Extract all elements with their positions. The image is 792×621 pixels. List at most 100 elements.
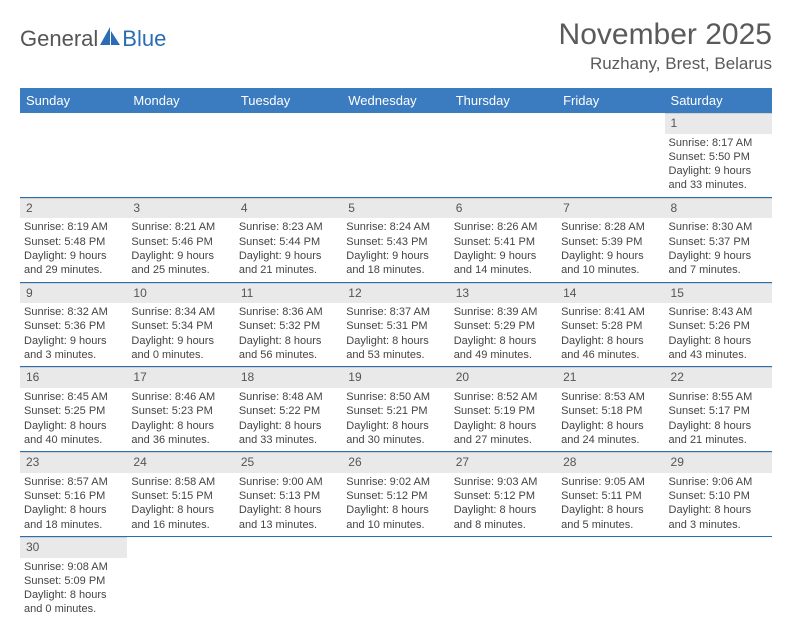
sunset-text: Sunset: 5:43 PM xyxy=(346,235,445,249)
calendar-cell xyxy=(342,113,449,197)
sunrise-text: Sunrise: 8:23 AM xyxy=(239,220,338,234)
day-number: 2 xyxy=(20,198,127,219)
calendar-cell xyxy=(127,536,234,620)
sunset-text: Sunset: 5:18 PM xyxy=(561,404,660,418)
calendar-cell: 19Sunrise: 8:50 AMSunset: 5:21 PMDayligh… xyxy=(342,367,449,452)
title-block: November 2025 Ruzhany, Brest, Belarus xyxy=(559,18,772,74)
daylight-text: Daylight: 9 hours and 29 minutes. xyxy=(24,249,123,278)
day-number: 8 xyxy=(665,198,772,219)
calendar-cell: 2Sunrise: 8:19 AMSunset: 5:48 PMDaylight… xyxy=(20,197,127,282)
calendar-cell: 25Sunrise: 9:00 AMSunset: 5:13 PMDayligh… xyxy=(235,452,342,537)
sunrise-text: Sunrise: 8:36 AM xyxy=(239,305,338,319)
sunset-text: Sunset: 5:31 PM xyxy=(346,319,445,333)
sunrise-text: Sunrise: 8:17 AM xyxy=(669,136,768,150)
daylight-text: Daylight: 8 hours and 43 minutes. xyxy=(669,334,768,363)
daylight-text: Daylight: 8 hours and 40 minutes. xyxy=(24,419,123,448)
weekday-header: Saturday xyxy=(665,88,772,113)
daylight-text: Daylight: 8 hours and 36 minutes. xyxy=(131,419,230,448)
calendar-cell xyxy=(665,536,772,620)
day-number: 30 xyxy=(20,537,127,558)
day-number: 3 xyxy=(127,198,234,219)
sunset-text: Sunset: 5:32 PM xyxy=(239,319,338,333)
sunset-text: Sunset: 5:17 PM xyxy=(669,404,768,418)
sunrise-text: Sunrise: 8:37 AM xyxy=(346,305,445,319)
calendar-cell: 13Sunrise: 8:39 AMSunset: 5:29 PMDayligh… xyxy=(450,282,557,367)
sunrise-text: Sunrise: 9:02 AM xyxy=(346,475,445,489)
calendar-cell xyxy=(127,113,234,197)
daylight-text: Daylight: 8 hours and 46 minutes. xyxy=(561,334,660,363)
daylight-text: Daylight: 8 hours and 16 minutes. xyxy=(131,503,230,532)
sunrise-text: Sunrise: 9:00 AM xyxy=(239,475,338,489)
daylight-text: Daylight: 8 hours and 56 minutes. xyxy=(239,334,338,363)
calendar-cell: 27Sunrise: 9:03 AMSunset: 5:12 PMDayligh… xyxy=(450,452,557,537)
daylight-text: Daylight: 8 hours and 3 minutes. xyxy=(669,503,768,532)
sunset-text: Sunset: 5:48 PM xyxy=(24,235,123,249)
calendar-cell: 8Sunrise: 8:30 AMSunset: 5:37 PMDaylight… xyxy=(665,197,772,282)
daylight-text: Daylight: 9 hours and 14 minutes. xyxy=(454,249,553,278)
sunrise-text: Sunrise: 8:28 AM xyxy=(561,220,660,234)
calendar-cell: 7Sunrise: 8:28 AMSunset: 5:39 PMDaylight… xyxy=(557,197,664,282)
sunrise-text: Sunrise: 8:57 AM xyxy=(24,475,123,489)
weekday-header-row: Sunday Monday Tuesday Wednesday Thursday… xyxy=(20,88,772,113)
logo-text-blue: Blue xyxy=(122,26,166,52)
weekday-header: Wednesday xyxy=(342,88,449,113)
day-number: 19 xyxy=(342,367,449,388)
daylight-text: Daylight: 8 hours and 8 minutes. xyxy=(454,503,553,532)
sunset-text: Sunset: 5:41 PM xyxy=(454,235,553,249)
sunrise-text: Sunrise: 9:08 AM xyxy=(24,560,123,574)
day-number: 21 xyxy=(557,367,664,388)
calendar-cell: 26Sunrise: 9:02 AMSunset: 5:12 PMDayligh… xyxy=(342,452,449,537)
daylight-text: Daylight: 8 hours and 27 minutes. xyxy=(454,419,553,448)
day-number: 13 xyxy=(450,283,557,304)
weekday-header: Monday xyxy=(127,88,234,113)
calendar-cell: 11Sunrise: 8:36 AMSunset: 5:32 PMDayligh… xyxy=(235,282,342,367)
day-number: 6 xyxy=(450,198,557,219)
daylight-text: Daylight: 8 hours and 30 minutes. xyxy=(346,419,445,448)
calendar-cell xyxy=(450,113,557,197)
logo: General Blue xyxy=(20,18,166,52)
day-number: 5 xyxy=(342,198,449,219)
weekday-header: Thursday xyxy=(450,88,557,113)
sunset-text: Sunset: 5:16 PM xyxy=(24,489,123,503)
sunset-text: Sunset: 5:13 PM xyxy=(239,489,338,503)
sunrise-text: Sunrise: 8:43 AM xyxy=(669,305,768,319)
sunset-text: Sunset: 5:11 PM xyxy=(561,489,660,503)
sunset-text: Sunset: 5:19 PM xyxy=(454,404,553,418)
sunrise-text: Sunrise: 8:24 AM xyxy=(346,220,445,234)
calendar-cell xyxy=(235,113,342,197)
weekday-header: Sunday xyxy=(20,88,127,113)
sunset-text: Sunset: 5:12 PM xyxy=(454,489,553,503)
daylight-text: Daylight: 8 hours and 33 minutes. xyxy=(239,419,338,448)
sunrise-text: Sunrise: 8:48 AM xyxy=(239,390,338,404)
day-number: 7 xyxy=(557,198,664,219)
day-number: 20 xyxy=(450,367,557,388)
daylight-text: Daylight: 8 hours and 24 minutes. xyxy=(561,419,660,448)
sunrise-text: Sunrise: 8:45 AM xyxy=(24,390,123,404)
calendar-week-row: 16Sunrise: 8:45 AMSunset: 5:25 PMDayligh… xyxy=(20,367,772,452)
daylight-text: Daylight: 9 hours and 33 minutes. xyxy=(669,164,768,193)
day-number: 11 xyxy=(235,283,342,304)
sunrise-text: Sunrise: 9:03 AM xyxy=(454,475,553,489)
day-number: 15 xyxy=(665,283,772,304)
calendar-week-row: 23Sunrise: 8:57 AMSunset: 5:16 PMDayligh… xyxy=(20,452,772,537)
page-title: November 2025 xyxy=(559,18,772,52)
sunset-text: Sunset: 5:39 PM xyxy=(561,235,660,249)
daylight-text: Daylight: 9 hours and 18 minutes. xyxy=(346,249,445,278)
sunrise-text: Sunrise: 9:05 AM xyxy=(561,475,660,489)
sunset-text: Sunset: 5:46 PM xyxy=(131,235,230,249)
daylight-text: Daylight: 9 hours and 21 minutes. xyxy=(239,249,338,278)
day-number: 16 xyxy=(20,367,127,388)
calendar-cell: 30Sunrise: 9:08 AMSunset: 5:09 PMDayligh… xyxy=(20,536,127,620)
sunset-text: Sunset: 5:12 PM xyxy=(346,489,445,503)
sunrise-text: Sunrise: 8:39 AM xyxy=(454,305,553,319)
calendar-week-row: 2Sunrise: 8:19 AMSunset: 5:48 PMDaylight… xyxy=(20,197,772,282)
calendar-cell: 6Sunrise: 8:26 AMSunset: 5:41 PMDaylight… xyxy=(450,197,557,282)
day-number: 18 xyxy=(235,367,342,388)
day-number: 14 xyxy=(557,283,664,304)
calendar-cell: 16Sunrise: 8:45 AMSunset: 5:25 PMDayligh… xyxy=(20,367,127,452)
daylight-text: Daylight: 8 hours and 5 minutes. xyxy=(561,503,660,532)
calendar-cell: 24Sunrise: 8:58 AMSunset: 5:15 PMDayligh… xyxy=(127,452,234,537)
day-number: 1 xyxy=(665,113,772,134)
calendar-cell: 18Sunrise: 8:48 AMSunset: 5:22 PMDayligh… xyxy=(235,367,342,452)
daylight-text: Daylight: 9 hours and 10 minutes. xyxy=(561,249,660,278)
